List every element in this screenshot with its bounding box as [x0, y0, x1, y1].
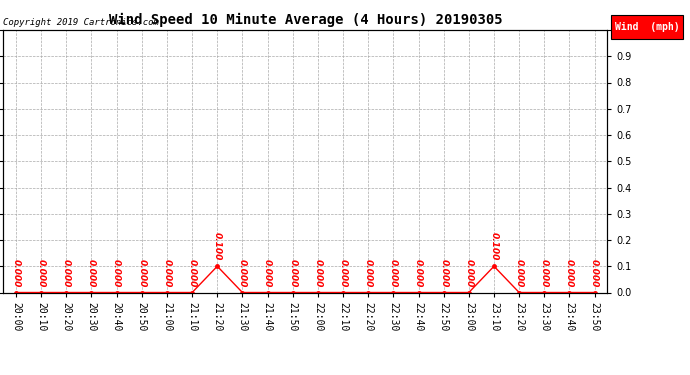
Text: 0.000: 0.000 [414, 259, 423, 287]
Text: 0.000: 0.000 [62, 259, 71, 287]
Text: 0.000: 0.000 [12, 259, 21, 287]
Text: 0.000: 0.000 [439, 259, 449, 287]
Text: 0.000: 0.000 [515, 259, 524, 287]
Text: 0.000: 0.000 [87, 259, 96, 287]
Text: 0.000: 0.000 [112, 259, 121, 287]
Text: 0.000: 0.000 [37, 259, 46, 287]
Text: 0.100: 0.100 [213, 232, 221, 261]
Text: 0.000: 0.000 [339, 259, 348, 287]
Text: 0.000: 0.000 [540, 259, 549, 287]
Text: 0.100: 0.100 [489, 232, 498, 261]
Text: 0.000: 0.000 [364, 259, 373, 287]
Text: 0.000: 0.000 [263, 259, 272, 287]
Text: 0.000: 0.000 [313, 259, 322, 287]
Text: 0.000: 0.000 [288, 259, 297, 287]
Text: 0.000: 0.000 [464, 259, 473, 287]
Text: Copyright 2019 Cartronics.com: Copyright 2019 Cartronics.com [3, 18, 159, 27]
Text: 0.000: 0.000 [188, 259, 197, 287]
Title: Wind Speed 10 Minute Average (4 Hours) 20190305: Wind Speed 10 Minute Average (4 Hours) 2… [108, 13, 502, 27]
Text: 0.000: 0.000 [238, 259, 247, 287]
Text: 0.000: 0.000 [137, 259, 146, 287]
Text: 0.000: 0.000 [162, 259, 172, 287]
Text: Wind  (mph): Wind (mph) [615, 22, 679, 32]
Text: 0.000: 0.000 [565, 259, 574, 287]
Text: 0.000: 0.000 [590, 259, 599, 287]
Text: 0.000: 0.000 [389, 259, 398, 287]
